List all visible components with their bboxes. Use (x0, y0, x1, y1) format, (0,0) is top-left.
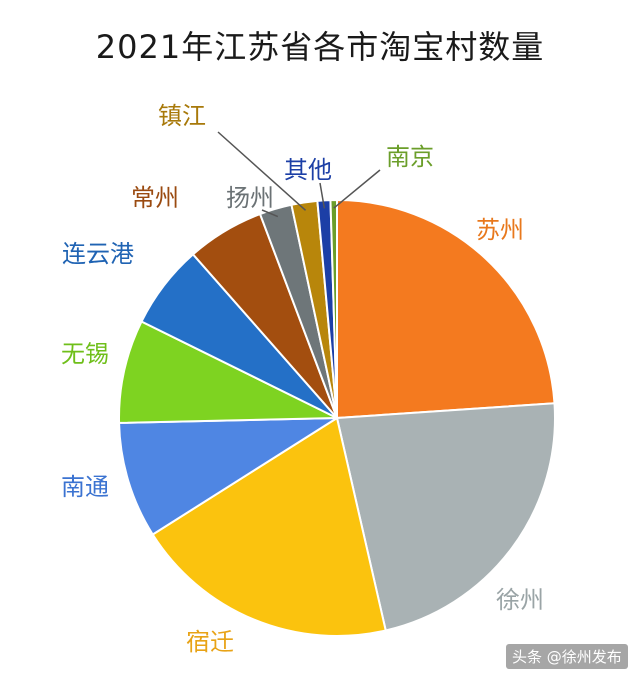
slice-label: 常州 (131, 184, 179, 212)
slice-label: 连云港 (62, 240, 134, 268)
leader-line (261, 209, 279, 218)
slice-label: 徐州 (496, 586, 544, 614)
leader-line (319, 182, 326, 209)
slice-label: 扬州 (226, 184, 274, 212)
leader-lines (217, 131, 381, 218)
slice-label: 南通 (61, 473, 109, 501)
slice-label: 无锡 (61, 340, 109, 368)
leader-line (333, 169, 381, 209)
pie-slices (118, 198, 556, 637)
chart-title: 2021年江苏省各市淘宝村数量 (95, 28, 545, 66)
slice-label: 宿迁 (186, 628, 234, 656)
pie-slice (335, 402, 556, 632)
leader-line (217, 131, 307, 211)
slice-label: 苏州 (476, 216, 524, 244)
slice-label: 南京 (386, 143, 434, 171)
pie-slice (118, 320, 338, 424)
pie-slice (118, 416, 341, 536)
pie-slice (336, 198, 556, 420)
pie-slice (329, 198, 338, 419)
watermark: 头条 @徐州发布 (506, 644, 628, 669)
pie-slice (151, 416, 387, 637)
slice-label: 镇江 (158, 102, 206, 130)
slice-label: 其他 (284, 156, 332, 184)
